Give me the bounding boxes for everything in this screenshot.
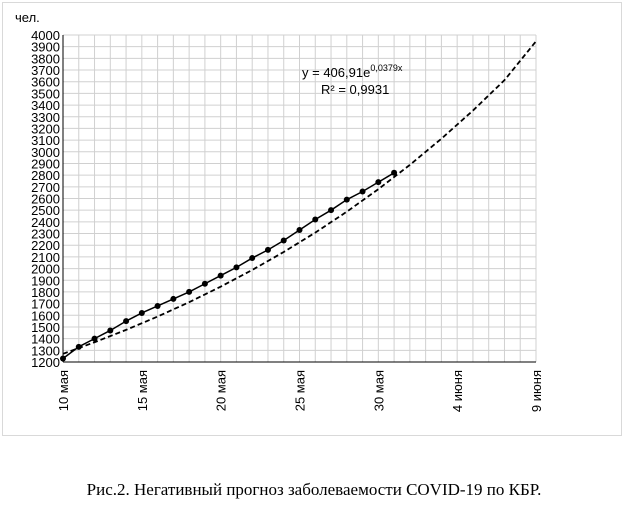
r-squared-label: R² = 0,9931 [321, 82, 389, 97]
y-tick-label: 2700 [31, 180, 60, 195]
y-tick-label: 3900 [31, 40, 60, 55]
observed-point [186, 288, 193, 295]
x-tick-label: 30 мая [371, 370, 386, 411]
x-tick-label: 4 июня [450, 370, 465, 412]
y-tick-label: 3700 [31, 63, 60, 78]
y-tick-label: 3300 [31, 110, 60, 125]
observed-point [154, 302, 161, 309]
observed-point [201, 280, 208, 287]
observed-point [123, 318, 130, 325]
observed-point [312, 216, 319, 223]
observed-point [249, 255, 256, 262]
observed-point [60, 355, 66, 362]
observed-point [138, 309, 145, 316]
y-tick-label: 3100 [31, 133, 60, 148]
series-layer [60, 40, 537, 362]
observed-line [62, 172, 395, 360]
y-tick-label: 3600 [31, 75, 60, 90]
x-tick-label: 20 мая [214, 370, 229, 411]
x-tick-label: 15 мая [135, 370, 150, 411]
trendline-dashed [62, 40, 537, 355]
y-tick-label: 1300 [31, 343, 60, 358]
y-tick-label: 1200 [31, 355, 60, 370]
trendline-equation: y = 406,91e0,0379x [302, 63, 403, 80]
y-tick-label: 4000 [31, 28, 60, 43]
observed-point [328, 207, 335, 214]
observed-point [170, 295, 177, 302]
observed-point [375, 179, 382, 186]
figure-caption: Рис.2. Негативный прогноз заболеваемости… [86, 480, 542, 499]
x-tick-labels: 10 мая 15 мая 20 мая 25 мая 30 мая 4 июня 9 ию… [56, 370, 544, 412]
equation-base: y = 406,91e [302, 65, 370, 80]
y-tick-label: 3000 [31, 145, 60, 160]
y-tick-label: 3400 [31, 98, 60, 113]
observed-point [264, 246, 271, 253]
y-tick-label: 1700 [31, 297, 60, 312]
y-axis-label: чел. [15, 10, 40, 25]
observed-point [296, 227, 303, 234]
y-tick-label: 1800 [31, 285, 60, 300]
observed-point [391, 169, 398, 176]
chart: 1200130014001500160017001800190020002100… [15, 10, 544, 412]
y-tick-label: 1400 [31, 332, 60, 347]
observed-point [217, 272, 224, 279]
y-tick-label: 3200 [31, 121, 60, 136]
y-tick-label: 2100 [31, 250, 60, 265]
chart-frame [2, 2, 622, 436]
observed-point [91, 335, 98, 342]
y-tick-label: 2300 [31, 227, 60, 242]
y-tick-label: 1500 [31, 320, 60, 335]
y-tick-label: 2800 [31, 168, 60, 183]
observed-point [107, 327, 114, 334]
y-tick-label: 3500 [31, 86, 60, 101]
y-tick-labels: 1200130014001500160017001800190020002100… [31, 28, 60, 370]
x-tick-label: 25 мая [293, 370, 308, 411]
y-tick-label: 2000 [31, 262, 60, 277]
y-tick-label: 2400 [31, 215, 60, 230]
grid [62, 34, 537, 363]
equation-exponent: 0,0379x [370, 63, 403, 73]
observed-point [233, 264, 240, 271]
y-tick-label: 2500 [31, 203, 60, 218]
y-tick-label: 1600 [31, 308, 60, 323]
x-tick-label: 9 июня [529, 370, 544, 412]
x-tick-label: 10 мая [56, 370, 71, 411]
y-tick-label: 3800 [31, 51, 60, 66]
y-tick-label: 2200 [31, 238, 60, 253]
observed-point [343, 196, 350, 203]
y-tick-label: 2600 [31, 192, 60, 207]
y-tick-label: 2900 [31, 156, 60, 171]
observed-point [280, 237, 287, 244]
observed-point [359, 188, 366, 195]
y-tick-label: 1900 [31, 273, 60, 288]
